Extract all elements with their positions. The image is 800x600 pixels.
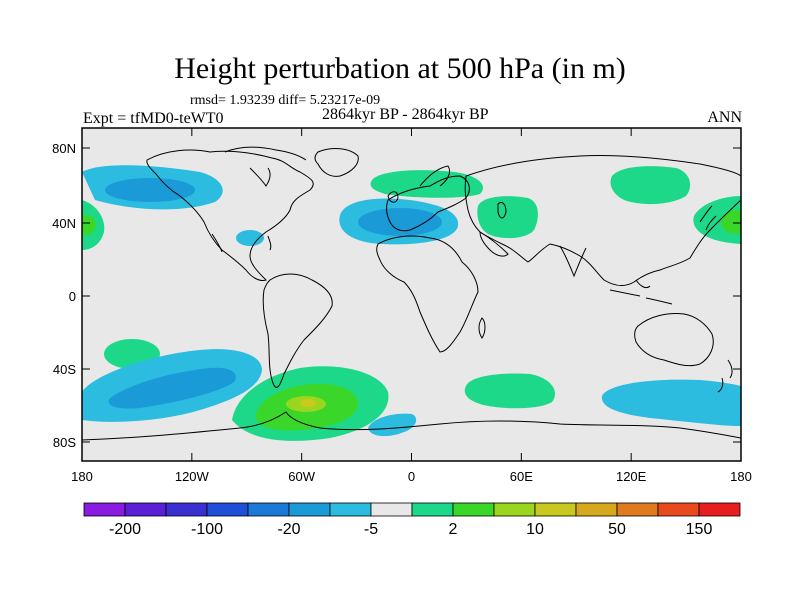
coast-greenland: [314, 148, 359, 177]
colorbar-box: [657, 502, 700, 517]
lat-tick-label: 40S: [53, 362, 76, 377]
contour-field: [82, 165, 741, 441]
lon-tick-label: 180: [71, 469, 93, 484]
colorbar-label: -100: [191, 521, 223, 538]
coast-caspian: [497, 201, 507, 219]
colorbar-box: [493, 502, 536, 517]
colorbar-box: [411, 502, 454, 517]
colorbar-box: [247, 502, 290, 517]
colorbar-box: [288, 502, 331, 517]
colorbar-label: -5: [364, 521, 378, 538]
colorbar-box: [575, 502, 618, 517]
lon-tick-label: 120E: [616, 469, 647, 484]
coast-baja: [211, 233, 223, 253]
coast-australia: [634, 313, 714, 367]
contour-negative-npacific-core: [105, 178, 195, 202]
plot-title: Height perturbation at 500 hPa (in m): [174, 52, 626, 85]
contour-negative-gulf: [236, 230, 264, 246]
coast-japan: [699, 205, 717, 231]
latitude-ticks: 80N 40N 0 40S 80S: [52, 141, 741, 450]
colorbar-label: 150: [686, 521, 713, 538]
colorbar-label: 10: [526, 521, 544, 538]
experiment-label: Expt = tfMD0-teWT0: [83, 110, 224, 127]
contour-positive-caspian: [477, 196, 538, 239]
colorbar-label: -200: [109, 521, 141, 538]
colorbar-box: [165, 502, 208, 517]
coast-europe: [386, 175, 470, 232]
colorbar-box: [206, 502, 249, 517]
lon-tick-label: 60E: [510, 469, 533, 484]
lon-tick-label: 180: [730, 469, 752, 484]
lat-tick-label: 80N: [52, 141, 76, 156]
colorbar-box: [329, 502, 372, 517]
colorbar-label: 50: [608, 521, 626, 538]
season-label: ANN: [707, 109, 742, 126]
coast-arabia: [479, 231, 509, 257]
coastlines: [82, 146, 741, 441]
colorbar-label: 2: [449, 521, 458, 538]
colorbar-box: [534, 502, 577, 517]
contour-positive-satlantic-yellow: [300, 399, 316, 407]
coast-indonesia: [609, 279, 673, 305]
colorbar-box: [124, 502, 167, 517]
lat-tick-label: 0: [69, 289, 76, 304]
contour-positive-westpacific-core: [82, 215, 96, 235]
contour-negative-weddell: [368, 413, 417, 437]
contour-positive-sindian: [464, 373, 556, 409]
colorbar-labels: -200 -100 -20 -5 2 10 50 150: [109, 521, 712, 538]
colorbar-box: [370, 502, 413, 517]
coast-north-america: [146, 149, 314, 281]
coast-arctic-islands: [224, 146, 307, 161]
coast-south-america: [262, 273, 333, 388]
period-label: 2864kyr BP - 2864kyr BP: [322, 106, 489, 123]
colorbar-box: [616, 502, 659, 517]
colorbar-box: [698, 502, 741, 517]
coast-british-isles: [387, 191, 399, 203]
longitude-ticks: 180 120W 60W 0 60E 120E 180: [71, 128, 752, 484]
colorbar-box: [83, 502, 126, 517]
contour-positive-scandinavia: [370, 170, 483, 198]
coast-madagascar: [478, 317, 486, 339]
coast-hudson-bay: [249, 167, 271, 187]
colorbar-label: -20: [277, 521, 300, 538]
lon-tick-label: 120W: [175, 469, 210, 484]
coast-florida: [267, 235, 272, 251]
contour-negative-atlantic-core: [358, 208, 442, 236]
lon-tick-label: 60W: [288, 469, 315, 484]
colorbar-box: [452, 502, 495, 517]
lat-tick-label: 40N: [52, 216, 76, 231]
contour-negative-spacific-core: [108, 367, 236, 409]
lat-tick-label: 80S: [53, 435, 76, 450]
contour-negative-australia: [601, 379, 741, 426]
rmsd-diff-stats: rmsd= 1.93239 diff= 5.23217e-09: [190, 93, 381, 108]
contour-positive-eastpacific-core: [721, 210, 741, 234]
coast-new-zealand: [717, 359, 733, 393]
coast-antarctica: [82, 411, 741, 441]
coast-scandinavia: [419, 165, 451, 187]
lon-tick-label: 0: [408, 469, 415, 484]
contour-positive-siberia: [610, 166, 691, 205]
colorbar-boxes: [83, 502, 741, 517]
coast-africa: [376, 235, 479, 353]
coast-india: [559, 245, 587, 278]
